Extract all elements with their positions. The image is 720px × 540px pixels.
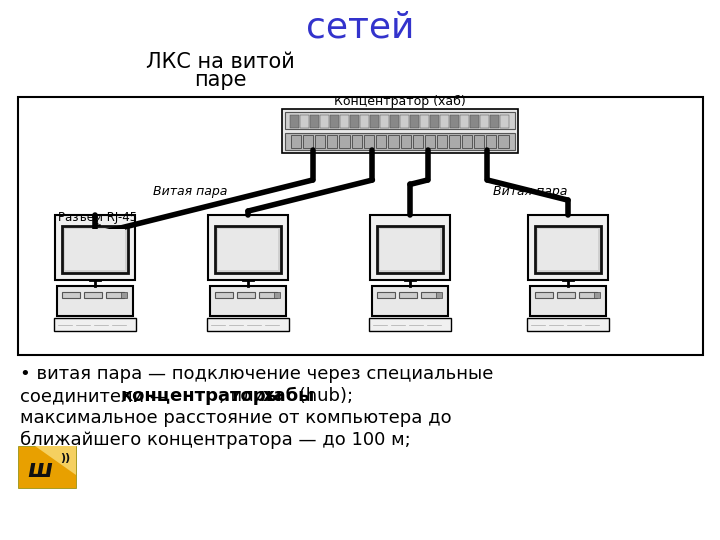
Bar [18,446,76,488]
Bar [400,115,409,128]
Text: ш: ш [27,458,53,482]
Bar [302,135,313,148]
Bar [372,286,448,316]
Bar [436,292,442,298]
Bar [339,135,350,148]
Bar [528,215,608,280]
Text: концентраторы: концентраторы [121,387,283,405]
Bar [259,292,277,298]
Bar [18,97,703,355]
Bar [449,135,459,148]
Text: , или: , или [219,387,271,405]
Text: паре: паре [194,70,246,90]
Bar [498,135,508,148]
Bar [440,115,449,128]
Bar [215,226,281,273]
Bar [462,135,472,148]
Text: Витая пара: Витая пара [492,186,567,199]
Bar [55,215,135,280]
Bar [106,292,124,298]
Bar [62,292,80,298]
Bar [210,286,286,316]
Bar [376,135,386,148]
Bar [377,292,395,298]
Text: хабы: хабы [262,387,315,405]
Bar [340,115,349,128]
Polygon shape [35,446,76,475]
Text: (hub);: (hub); [292,387,353,405]
Text: Разъем RJ-45: Разъем RJ-45 [58,212,137,225]
Bar [290,115,299,128]
Bar [535,226,601,273]
Bar [425,135,435,148]
Bar [370,115,379,128]
Bar [380,115,389,128]
Text: • витая пара — подключение через специальные: • витая пара — подключение через специал… [20,365,493,383]
Bar [538,229,598,270]
Bar [274,292,280,298]
Bar [208,215,288,280]
Text: соединители —: соединители — [20,387,174,405]
Bar [557,292,575,298]
Bar [350,115,359,128]
Bar [351,135,362,148]
Text: максимальное расстояние от компьютера до: максимальное расстояние от компьютера до [20,409,451,427]
Bar [410,115,419,128]
Bar [282,109,518,153]
Bar [57,286,133,316]
Bar [390,115,399,128]
Bar [430,115,439,128]
Text: ближайшего концентратора — до 100 м;: ближайшего концентратора — до 100 м; [20,431,410,449]
Bar [450,115,459,128]
Text: Концентратор (хаб): Концентратор (хаб) [334,95,466,108]
Bar [330,115,339,128]
Bar [530,286,606,316]
Bar [369,318,451,331]
Bar [207,318,289,331]
Bar [370,215,450,280]
Bar [360,115,369,128]
Bar [400,135,410,148]
Text: сетей: сетей [306,10,414,44]
Bar [310,115,319,128]
Bar [474,135,484,148]
Bar [320,115,329,128]
Bar [388,135,398,148]
Bar [285,112,515,129]
Bar [300,115,309,128]
Bar [237,292,255,298]
Bar [527,318,609,331]
Bar [413,135,423,148]
Bar [290,135,301,148]
Bar [480,115,489,128]
Bar [215,292,233,298]
Bar [594,292,600,298]
Text: ЛКС на витой: ЛКС на витой [145,52,294,72]
Bar [377,226,443,273]
Bar [327,135,338,148]
Bar [285,133,515,150]
Bar [315,135,325,148]
Bar [218,229,278,270]
Bar [500,115,509,128]
Text: Витая пара: Витая пара [153,186,228,199]
Bar [535,292,553,298]
Bar [460,115,469,128]
Bar [421,292,439,298]
Bar [470,115,479,128]
Bar [364,135,374,148]
Bar [490,115,499,128]
Bar [380,229,440,270]
Bar [399,292,417,298]
Bar [579,292,597,298]
Bar [65,229,125,270]
Bar [486,135,496,148]
Text: )): )) [60,453,70,463]
Bar [54,318,136,331]
Bar [121,292,127,298]
Bar [62,226,128,273]
Bar [437,135,447,148]
Bar [420,115,429,128]
Bar [84,292,102,298]
